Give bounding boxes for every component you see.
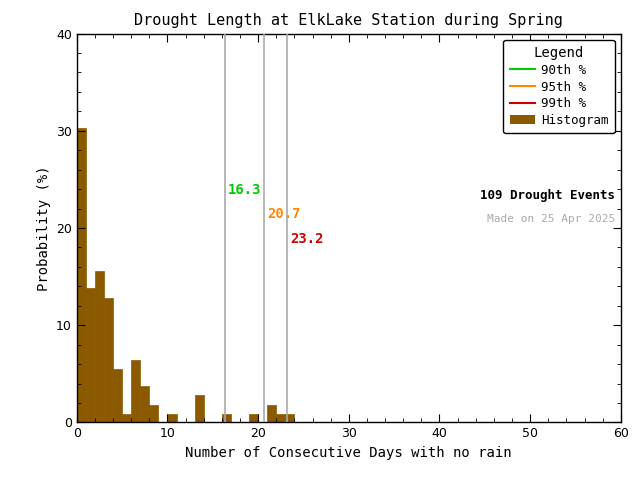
Y-axis label: Probability (%): Probability (%) xyxy=(36,165,51,291)
Text: 16.3: 16.3 xyxy=(227,183,261,197)
Bar xyxy=(249,414,258,422)
Bar xyxy=(149,405,158,422)
Bar xyxy=(168,414,177,422)
Text: Made on 25 Apr 2025: Made on 25 Apr 2025 xyxy=(487,215,615,224)
Bar xyxy=(113,369,122,422)
Text: 23.2: 23.2 xyxy=(290,231,323,246)
Bar xyxy=(268,405,276,422)
Text: 109 Drought Events: 109 Drought Events xyxy=(481,189,615,202)
Bar xyxy=(222,414,231,422)
Bar xyxy=(285,414,294,422)
Bar xyxy=(86,288,95,422)
Title: Drought Length at ElkLake Station during Spring: Drought Length at ElkLake Station during… xyxy=(134,13,563,28)
Bar xyxy=(131,360,140,422)
X-axis label: Number of Consecutive Days with no rain: Number of Consecutive Days with no rain xyxy=(186,446,512,460)
Text: 20.7: 20.7 xyxy=(268,207,301,221)
Bar xyxy=(122,414,131,422)
Bar xyxy=(77,128,86,422)
Bar xyxy=(104,298,113,422)
Bar xyxy=(95,271,104,422)
Legend: 90th %, 95th %, 99th %, Histogram: 90th %, 95th %, 99th %, Histogram xyxy=(503,40,614,133)
Bar xyxy=(140,386,149,422)
Bar xyxy=(195,395,204,422)
Bar xyxy=(276,414,285,422)
